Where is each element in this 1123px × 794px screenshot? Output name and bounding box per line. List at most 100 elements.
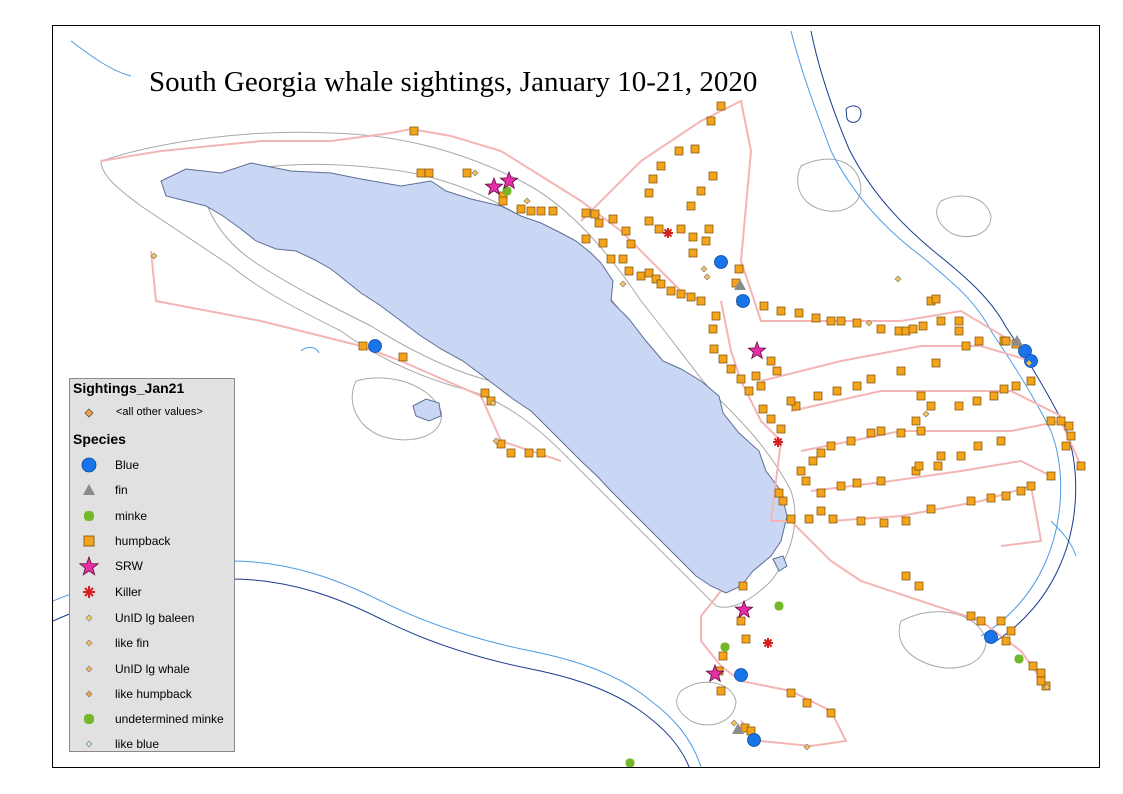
- humpback-marker[interactable]: [1026, 481, 1036, 491]
- humpback-marker[interactable]: [424, 168, 434, 178]
- humpback-marker[interactable]: [846, 436, 856, 446]
- unid-whale-marker[interactable]: [150, 252, 158, 260]
- humpback-marker[interactable]: [651, 274, 661, 284]
- humpback-marker[interactable]: [896, 428, 906, 438]
- blue-whale-marker[interactable]: [368, 339, 382, 353]
- unid-whale-marker[interactable]: [703, 273, 711, 281]
- humpback-marker[interactable]: [879, 518, 889, 528]
- humpback-marker[interactable]: [876, 324, 886, 334]
- humpback-marker[interactable]: [999, 384, 1009, 394]
- humpback-marker[interactable]: [826, 316, 836, 326]
- blue-whale-marker[interactable]: [984, 630, 998, 644]
- humpback-marker[interactable]: [916, 426, 926, 436]
- humpback-marker[interactable]: [816, 448, 826, 458]
- humpback-marker[interactable]: [626, 239, 636, 249]
- humpback-marker[interactable]: [690, 144, 700, 154]
- killer-whale-marker[interactable]: [763, 638, 773, 648]
- humpback-marker[interactable]: [644, 188, 654, 198]
- humpback-marker[interactable]: [708, 171, 718, 181]
- humpback-marker[interactable]: [786, 514, 796, 524]
- srw-marker[interactable]: [747, 340, 767, 360]
- humpback-marker[interactable]: [852, 478, 862, 488]
- humpback-marker[interactable]: [972, 396, 982, 406]
- humpback-marker[interactable]: [896, 366, 906, 376]
- humpback-marker[interactable]: [618, 254, 628, 264]
- humpback-marker[interactable]: [676, 224, 686, 234]
- humpback-marker[interactable]: [826, 708, 836, 718]
- humpback-marker[interactable]: [954, 326, 964, 336]
- humpback-marker[interactable]: [918, 321, 928, 331]
- humpback-marker[interactable]: [856, 516, 866, 526]
- humpback-marker[interactable]: [1046, 471, 1056, 481]
- humpback-marker[interactable]: [594, 218, 604, 228]
- blue-whale-marker[interactable]: [1024, 354, 1038, 368]
- humpback-marker[interactable]: [828, 514, 838, 524]
- humpback-marker[interactable]: [516, 204, 526, 214]
- humpback-marker[interactable]: [756, 381, 766, 391]
- humpback-marker[interactable]: [688, 248, 698, 258]
- humpback-marker[interactable]: [644, 216, 654, 226]
- humpback-marker[interactable]: [1028, 661, 1038, 671]
- humpback-marker[interactable]: [666, 286, 676, 296]
- blue-whale-marker[interactable]: [1018, 344, 1032, 358]
- humpback-marker[interactable]: [954, 401, 964, 411]
- fin-whale-marker[interactable]: [734, 279, 746, 290]
- humpback-marker[interactable]: [676, 289, 686, 299]
- humpback-marker[interactable]: [796, 466, 806, 476]
- killer-whale-marker[interactable]: [773, 437, 783, 447]
- humpback-marker[interactable]: [1046, 416, 1056, 426]
- fin-whale-marker[interactable]: [1011, 335, 1023, 346]
- minke-marker[interactable]: [720, 642, 730, 652]
- humpback-marker[interactable]: [931, 294, 941, 304]
- humpback-marker[interactable]: [832, 386, 842, 396]
- minke-marker[interactable]: [1014, 654, 1024, 664]
- humpback-marker[interactable]: [1076, 461, 1086, 471]
- humpback-marker[interactable]: [1066, 431, 1076, 441]
- humpback-marker[interactable]: [718, 354, 728, 364]
- humpback-marker[interactable]: [813, 391, 823, 401]
- humpback-marker[interactable]: [1026, 376, 1036, 386]
- humpback-marker[interactable]: [718, 651, 728, 661]
- humpback-marker[interactable]: [791, 401, 801, 411]
- humpback-marker[interactable]: [716, 101, 726, 111]
- srw-marker[interactable]: [484, 176, 504, 196]
- humpback-marker[interactable]: [741, 634, 751, 644]
- blue-whale-marker[interactable]: [747, 733, 761, 747]
- humpback-marker[interactable]: [1001, 336, 1011, 346]
- unid-whale-marker[interactable]: [803, 743, 811, 751]
- humpback-marker[interactable]: [776, 424, 786, 434]
- humpback-marker[interactable]: [706, 116, 716, 126]
- humpback-marker[interactable]: [606, 254, 616, 264]
- humpback-marker[interactable]: [774, 488, 784, 498]
- humpback-marker[interactable]: [804, 514, 814, 524]
- humpback-marker[interactable]: [808, 456, 818, 466]
- humpback-marker[interactable]: [852, 318, 862, 328]
- humpback-marker[interactable]: [866, 428, 876, 438]
- blue-whale-marker[interactable]: [714, 255, 728, 269]
- humpback-marker[interactable]: [766, 414, 776, 424]
- humpback-marker[interactable]: [926, 504, 936, 514]
- humpback-marker[interactable]: [772, 366, 782, 376]
- humpback-marker[interactable]: [956, 451, 966, 461]
- humpback-marker[interactable]: [961, 341, 971, 351]
- srw-marker[interactable]: [499, 170, 519, 190]
- humpback-marker[interactable]: [936, 316, 946, 326]
- humpback-marker[interactable]: [1061, 441, 1071, 451]
- humpback-marker[interactable]: [836, 481, 846, 491]
- humpback-marker[interactable]: [1036, 676, 1046, 686]
- humpback-marker[interactable]: [409, 126, 419, 136]
- humpback-marker[interactable]: [708, 324, 718, 334]
- humpback-marker[interactable]: [736, 616, 746, 626]
- killer-whale-marker[interactable]: [663, 228, 673, 238]
- humpback-marker[interactable]: [709, 344, 719, 354]
- humpback-marker[interactable]: [674, 146, 684, 156]
- humpback-marker[interactable]: [701, 236, 711, 246]
- humpback-marker[interactable]: [974, 336, 984, 346]
- humpback-marker[interactable]: [936, 451, 946, 461]
- humpback-marker[interactable]: [758, 404, 768, 414]
- humpback-marker[interactable]: [954, 316, 964, 326]
- humpback-marker[interactable]: [826, 441, 836, 451]
- humpback-marker[interactable]: [1011, 381, 1021, 391]
- humpback-marker[interactable]: [486, 396, 496, 406]
- humpback-marker[interactable]: [536, 448, 546, 458]
